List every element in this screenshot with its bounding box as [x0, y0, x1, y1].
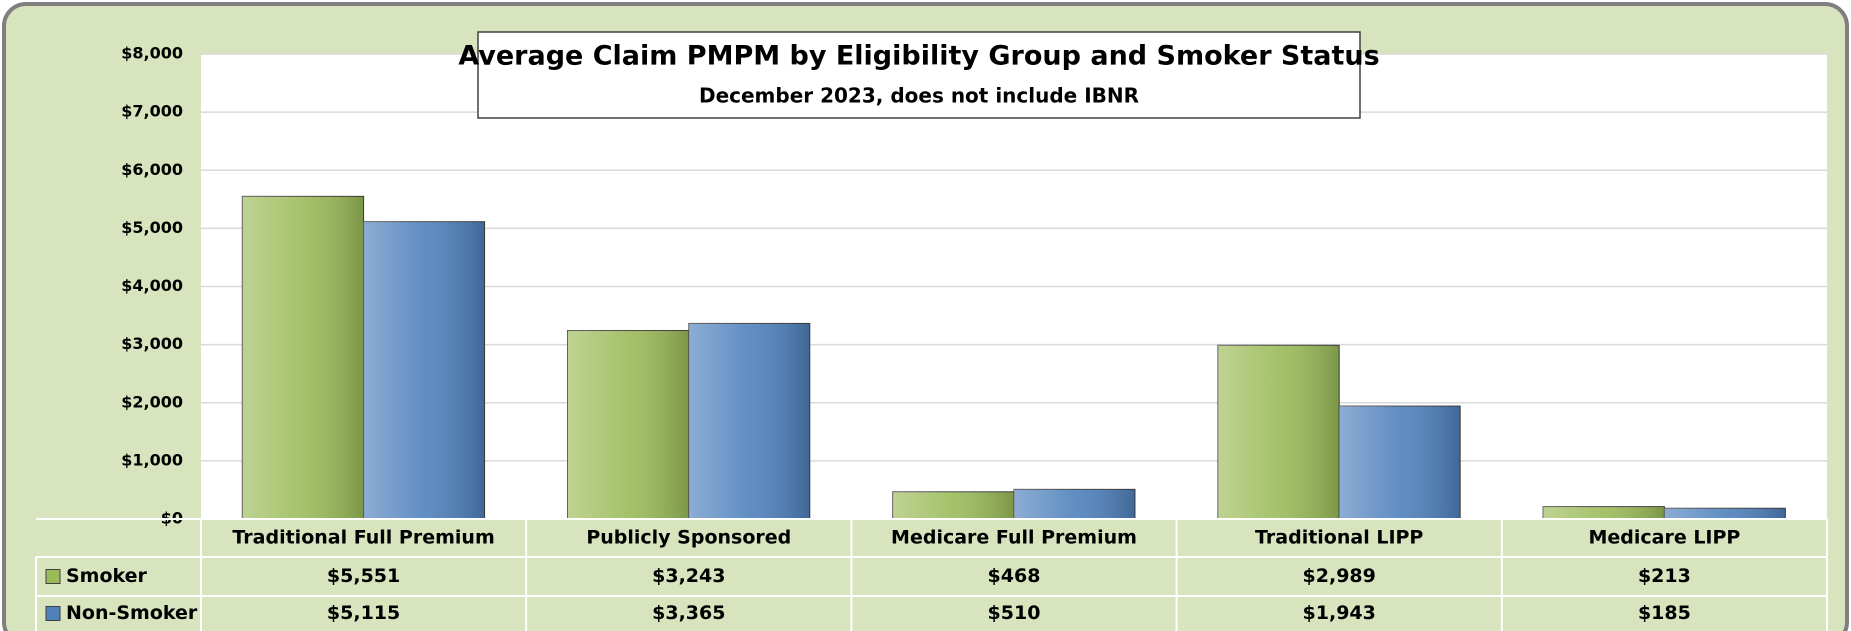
- chart-subtitle: December 2023, does not include IBNR: [699, 84, 1139, 108]
- data-label: $468: [988, 565, 1041, 587]
- x-tick-label: Traditional LIPP: [1255, 527, 1423, 549]
- data-label: $2,989: [1303, 565, 1376, 587]
- y-tick-label: $6,000: [121, 160, 183, 179]
- data-label: $213: [1638, 565, 1691, 587]
- data-label: $185: [1638, 602, 1691, 624]
- chart-title: Average Claim PMPM by Eligibility Group …: [458, 41, 1379, 72]
- x-tick-label: Traditional Full Premium: [232, 527, 494, 549]
- x-tick-label: Medicare LIPP: [1588, 527, 1740, 549]
- bar-shade: [688, 323, 810, 519]
- y-tick-label: $5,000: [121, 218, 183, 237]
- x-tick-label: Publicly Sponsored: [586, 527, 791, 549]
- x-tick-label: Medicare Full Premium: [891, 527, 1137, 549]
- y-tick-label: $8,000: [121, 44, 183, 63]
- title-box: [477, 31, 1361, 119]
- y-tick-label: $7,000: [121, 102, 183, 121]
- bar-shade: [1217, 345, 1340, 519]
- bar-shade: [363, 221, 485, 520]
- bar-shade: [1014, 489, 1135, 519]
- data-label: $510: [988, 602, 1041, 624]
- legend-key: [45, 606, 61, 621]
- data-label: $1,943: [1303, 602, 1376, 624]
- legend-label: Non-Smoker: [66, 602, 198, 624]
- y-tick-label: $3,000: [121, 334, 183, 353]
- bar-shade: [242, 196, 364, 519]
- bar-shade: [1339, 406, 1461, 519]
- bar-shade: [892, 491, 1014, 519]
- y-tick-label: $2,000: [121, 392, 183, 411]
- bar-shade: [567, 330, 689, 519]
- data-label: $3,243: [652, 565, 725, 587]
- bar-shade: [1543, 506, 1665, 519]
- legend-label: Smoker: [66, 565, 148, 587]
- y-tick-label: $1,000: [121, 450, 183, 469]
- data-label: $3,365: [652, 602, 725, 624]
- bar-shade: [1664, 508, 1786, 519]
- data-label: $5,115: [327, 602, 400, 624]
- legend-key: [45, 569, 61, 584]
- data-label: $5,551: [327, 565, 400, 587]
- y-tick-label: $4,000: [121, 276, 183, 295]
